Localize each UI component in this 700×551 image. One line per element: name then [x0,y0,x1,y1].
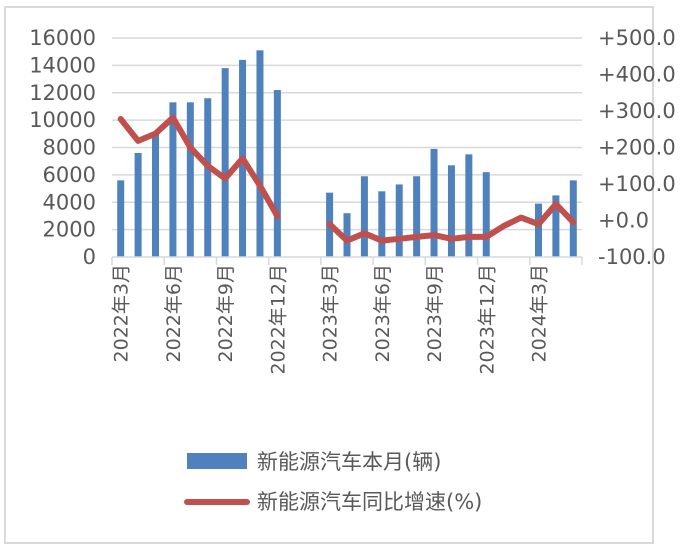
right-axis-tick-label: +300.0 [598,99,676,123]
x-axis-tick-label: 2023年6月 [372,264,394,362]
bar [552,195,560,257]
left-axis-tick-label: 10000 [29,108,96,132]
left-axis-tick-label: 12000 [29,81,96,105]
legend: 新能源汽车本月(辆) 新能源汽车同比增速(%) [184,450,482,514]
growth-line-segment-2022 [117,114,281,220]
bar [204,98,212,257]
left-axis-tick-label: 0 [83,245,96,269]
bar [534,203,542,257]
bar [378,191,386,257]
legend-line-label: 新能源汽车同比增速(%) [257,490,482,514]
x-axis-tick-label: 2023年3月 [320,264,342,362]
bar [186,102,194,257]
bar [117,180,125,257]
bar [152,132,160,257]
legend-bar-swatch [187,453,247,469]
x-axis [111,256,583,265]
left-y-axis-labels: 0 2000 4000 6000 8000 10000 12000 14000 16000 [29,26,96,269]
left-axis-tick-label: 8000 [43,136,96,160]
bar [273,90,281,257]
bar [482,172,490,257]
bar [465,154,473,257]
growth-line-segment-2023-2024 [326,201,577,244]
bar [221,68,229,257]
x-axis-tick-label: 2023年9月 [424,264,446,362]
left-axis-tick-label: 2000 [43,218,96,242]
x-axis-tick-label: 2023年12月 [476,264,498,375]
bar [343,213,351,257]
bar [395,184,403,257]
bar [447,165,455,257]
left-axis-tick-label: 4000 [43,190,96,214]
right-y-axis-labels: -100.0 +0.0 +100.0 +200.0 +300.0 +400.0 +500.0 [598,26,676,269]
x-axis-tick-label: 2022年3月 [111,264,133,362]
x-axis-tick-label: 2022年12月 [267,264,289,375]
right-axis-tick-label: +0.0 [598,209,649,233]
legend-bar-label: 新能源汽车本月(辆) [257,450,441,474]
bar [169,102,177,257]
bar [430,148,438,257]
right-axis-tick-label: +500.0 [598,26,676,50]
bar [134,152,142,257]
left-axis-tick-label: 16000 [29,26,96,50]
bar [413,176,421,257]
x-axis-labels: 2022年3月 2022年6月 2022年9月 2022年12月 2023年3月 2023… [111,264,551,375]
bar [360,176,368,257]
bar [256,50,264,257]
left-axis-tick-label: 14000 [29,53,96,77]
x-axis-tick-label: 2022年6月 [163,264,185,362]
right-axis-tick-label: +100.0 [598,172,676,196]
right-axis-tick-label: +400.0 [598,63,676,87]
right-axis-tick-label: +200.0 [598,136,676,160]
left-axis-tick-label: 6000 [43,163,96,187]
chart-frame [4,6,654,544]
right-axis-tick-label: -100.0 [598,245,666,269]
x-axis-tick-label: 2022年9月 [215,264,237,362]
x-axis-tick-label: 2024年3月 [528,264,550,362]
